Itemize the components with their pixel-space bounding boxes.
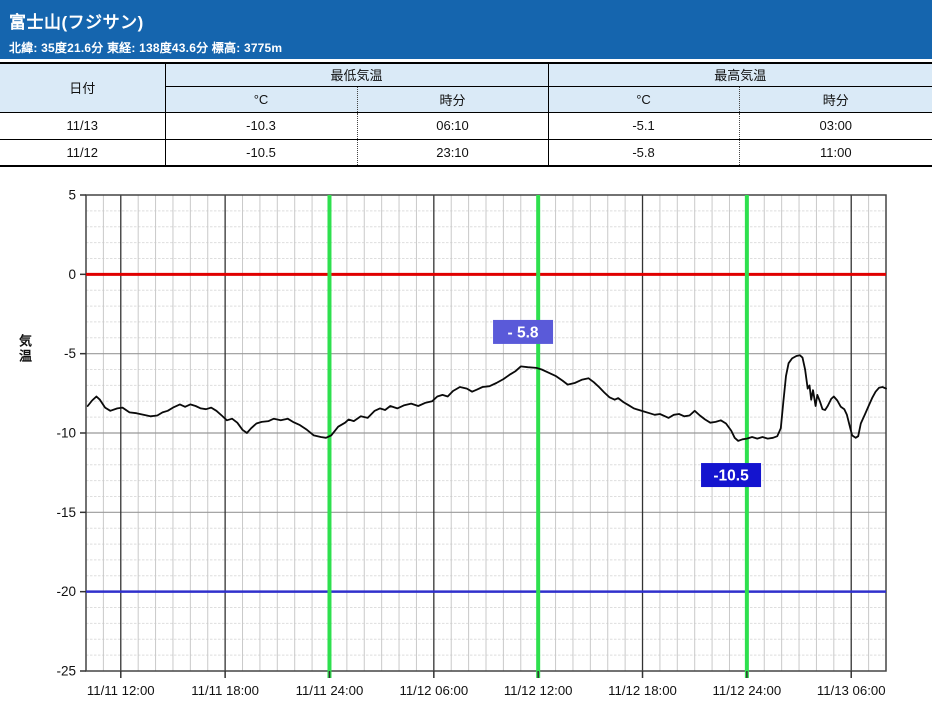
page-header: 富士山(フジサン) 北緯: 35度21.6分 東経: 138度43.6分 標高:… (0, 0, 932, 59)
min-max-temperature-table: 日付 最低気温 最高気温 °C 時分 °C 時分 11/13 -10.3 06:… (0, 62, 932, 167)
cell-min-temp: -10.3 (164, 112, 357, 140)
x-tick-label: 11/12 18:00 (608, 683, 677, 698)
column-group-min-temp: 最低気温 (164, 63, 549, 87)
cell-max-time: 03:00 (738, 112, 932, 140)
temperature-line-plot: 11/11 12:00 11/11 18:00 11/11 24:00 11/12 0… (56, 188, 887, 698)
x-tick-label: 11/11 12:00 (87, 683, 155, 698)
x-tick-label: 11/13 06:00 (817, 683, 886, 698)
page-title: 富士山(フジサン) (9, 13, 144, 32)
annotation-label: -10.5 (713, 468, 749, 485)
cell-max-time: 11:00 (738, 139, 932, 166)
temperature-chart: 気温 11/11 12:00 11/11 18:00 11/11 24:00 11/1… (0, 167, 932, 723)
x-tick-label: 11/11 18:00 (191, 683, 259, 698)
table-row: 11/12 -10.5 23:10 -5.8 11:00 (0, 139, 932, 166)
column-header-max-time: 時分 (738, 86, 932, 113)
column-header-min-celsius: °C (164, 86, 357, 113)
temperature-series (86, 354, 887, 442)
cell-min-temp: -10.5 (164, 139, 357, 166)
cell-date: 11/12 (0, 139, 165, 166)
column-header-min-time: 時分 (356, 86, 549, 113)
cell-date: 11/13 (0, 112, 165, 140)
cell-max-temp: -5.8 (547, 139, 740, 166)
y-tick-label: -25 (56, 664, 76, 679)
y-tick-label: 5 (68, 188, 76, 203)
y-tick-label: -10 (56, 426, 76, 441)
station-coordinates: 北緯: 35度21.6分 東経: 138度43.6分 標高: 3775m (9, 41, 283, 55)
column-group-max-temp: 最高気温 (547, 63, 932, 87)
x-tick-label: 11/12 12:00 (504, 683, 573, 698)
y-tick-label: -5 (64, 346, 76, 361)
x-tick-label: 11/11 24:00 (296, 683, 364, 698)
cell-max-temp: -5.1 (547, 112, 740, 140)
y-tick-label: 0 (68, 267, 76, 282)
x-tick-label: 11/12 24:00 (713, 683, 782, 698)
y-tick-label: -15 (56, 505, 76, 520)
annotation-box-min (701, 463, 762, 488)
cell-min-time: 06:10 (356, 112, 549, 140)
annotation-label: - 5.8 (508, 324, 539, 341)
y-tick-label: -20 (56, 584, 76, 599)
y-axis-title: 気温 (17, 334, 32, 364)
cell-min-time: 23:10 (356, 139, 549, 166)
annotation-box-max (493, 319, 554, 344)
column-header-max-celsius: °C (547, 86, 740, 113)
column-header-date: 日付 (0, 63, 165, 113)
table-row: 11/13 -10.3 06:10 -5.1 03:00 (0, 112, 932, 140)
x-tick-label: 11/12 06:00 (399, 683, 468, 698)
